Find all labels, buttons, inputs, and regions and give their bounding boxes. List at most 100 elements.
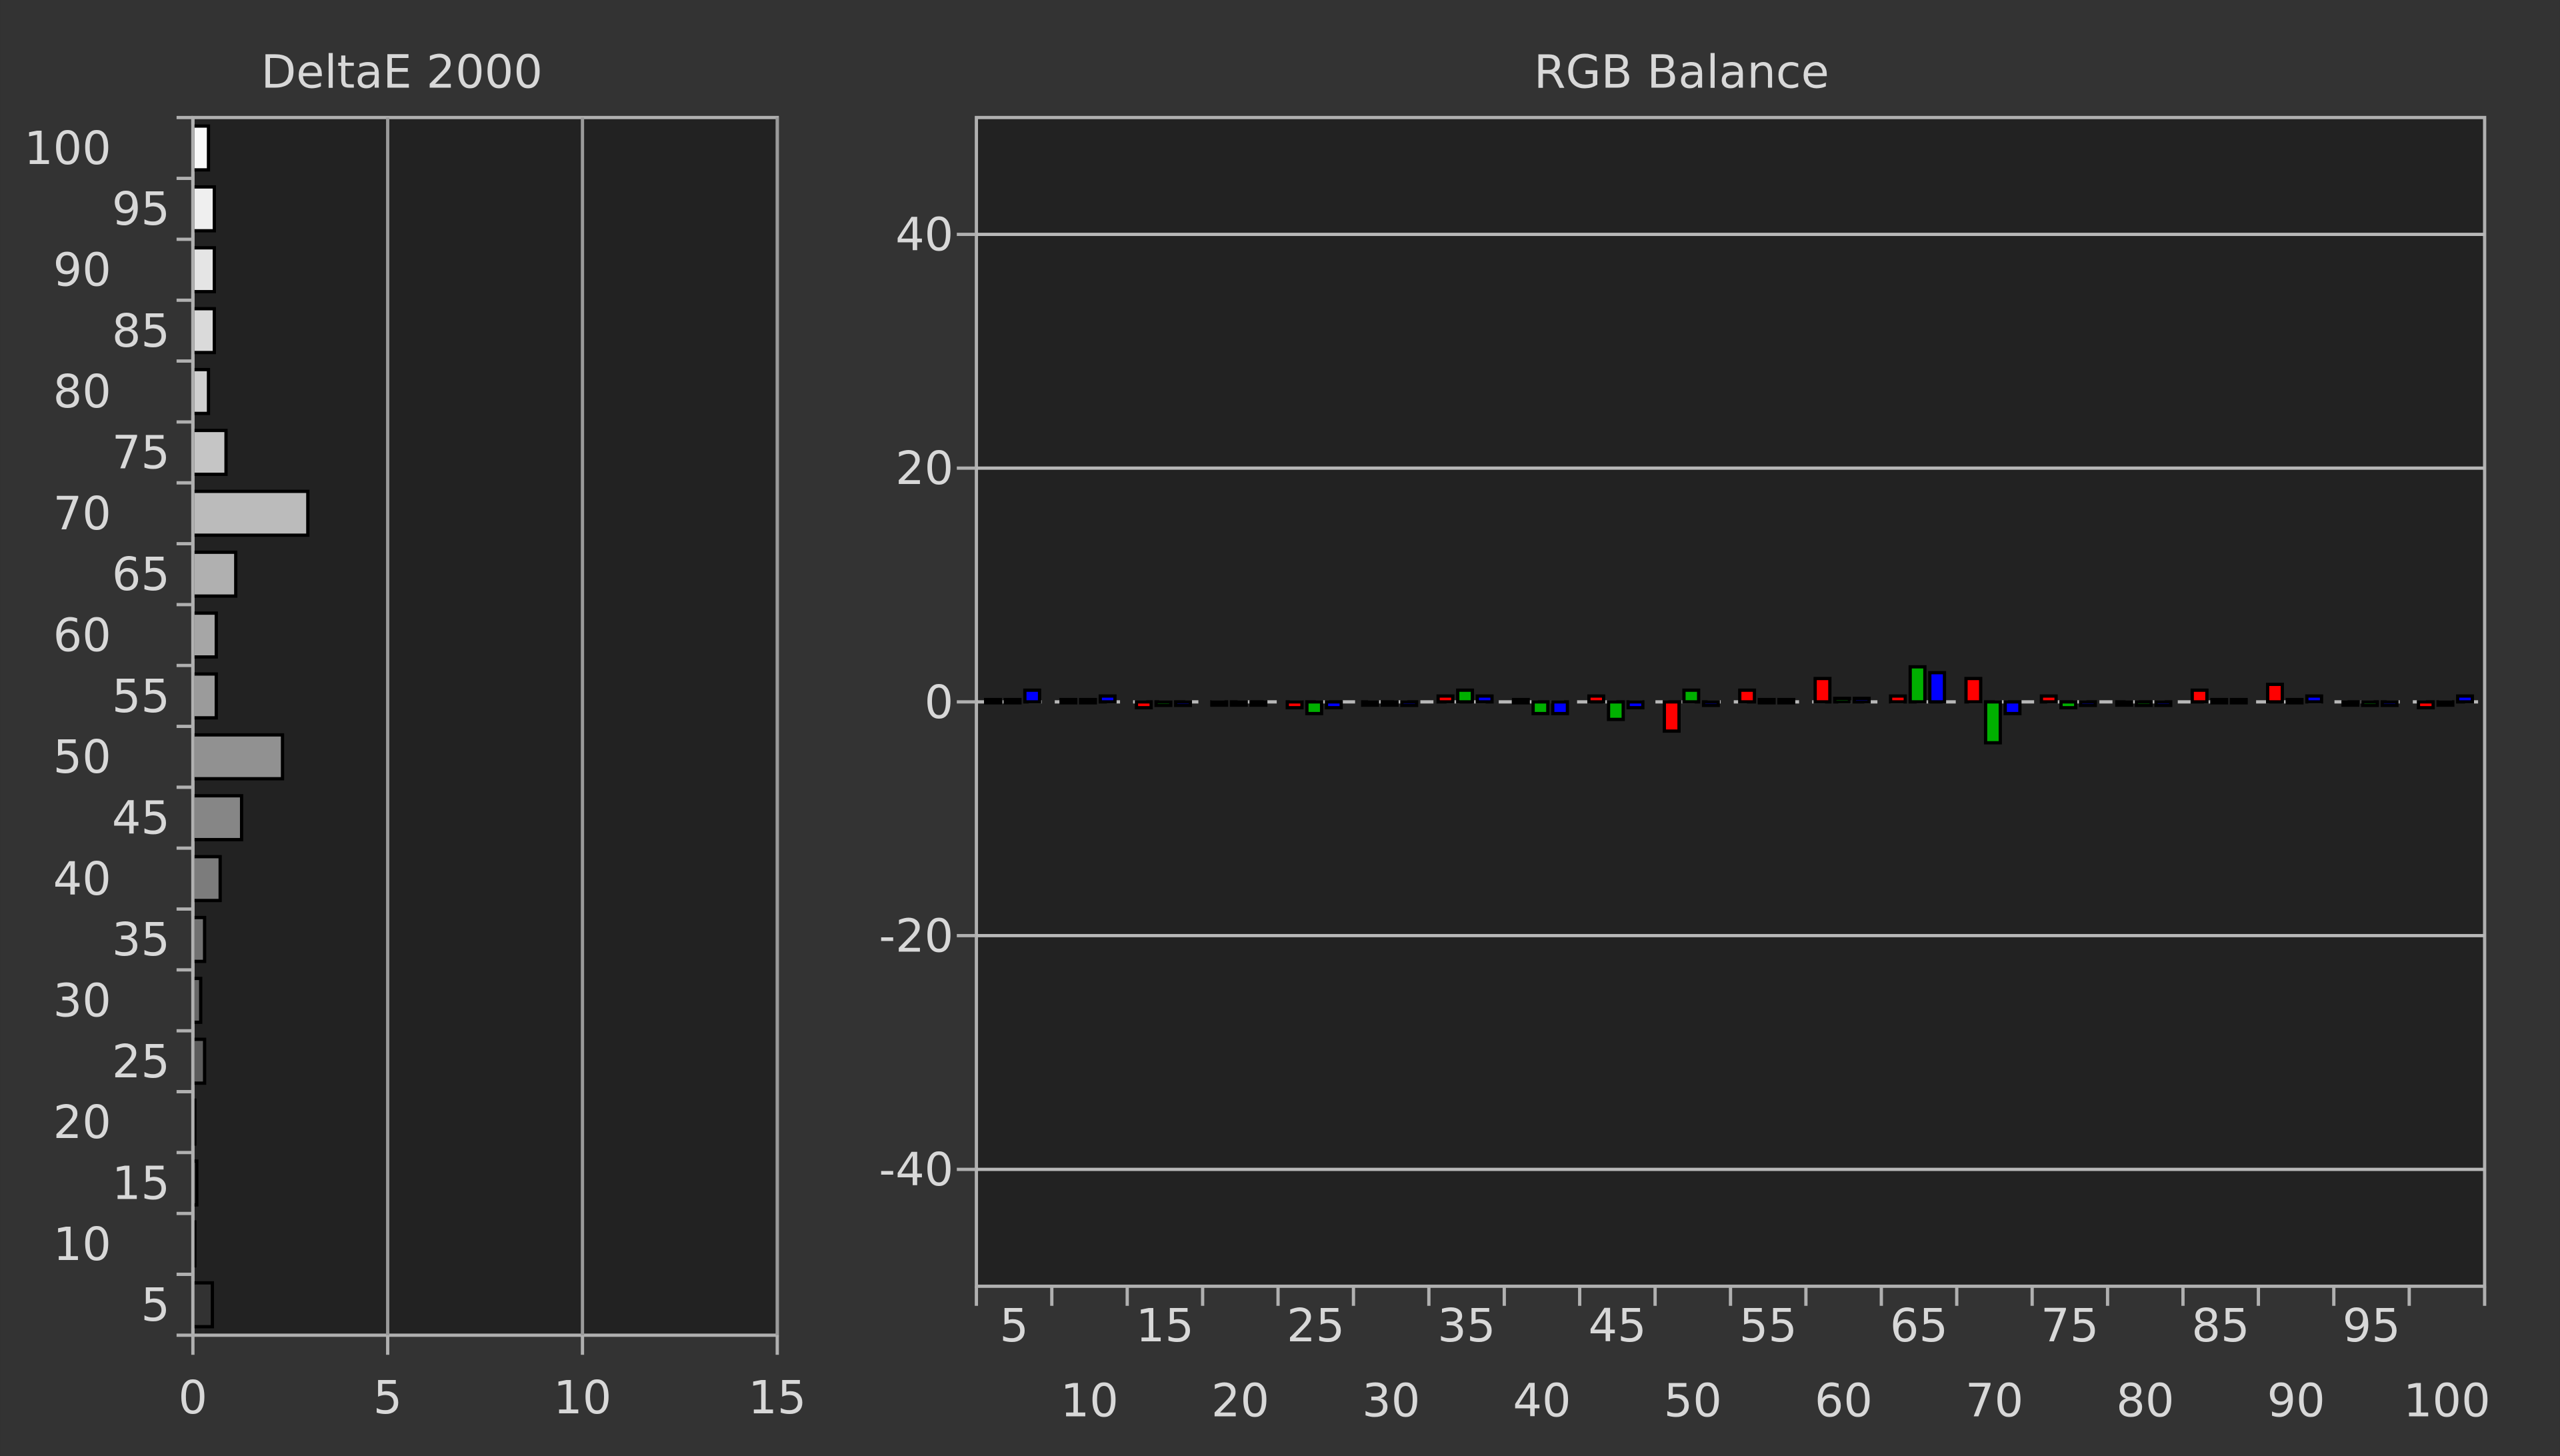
bar bbox=[1135, 700, 1153, 710]
bar bbox=[1777, 697, 1795, 705]
y-tick-label: 40 bbox=[53, 853, 111, 906]
bar bbox=[1305, 700, 1323, 715]
bar bbox=[1249, 700, 1268, 707]
x-tick-label: 55 bbox=[1739, 1299, 1797, 1353]
bar bbox=[191, 124, 211, 172]
bar bbox=[1174, 700, 1193, 707]
x-tick-label: 25 bbox=[1287, 1299, 1345, 1353]
bar bbox=[1079, 697, 1097, 705]
x-tick-label: 45 bbox=[1588, 1299, 1646, 1353]
x-tick-label: 90 bbox=[2267, 1375, 2325, 1428]
bar bbox=[1983, 700, 2002, 745]
y-tick-label: 20 bbox=[895, 442, 953, 495]
x-tick-label: 35 bbox=[1437, 1299, 1495, 1353]
bar bbox=[1889, 694, 1907, 704]
bar bbox=[2039, 694, 2058, 704]
bar bbox=[191, 550, 238, 598]
bar bbox=[1059, 697, 1078, 705]
bar bbox=[191, 367, 211, 415]
bar bbox=[2115, 700, 2133, 707]
x-tick-label: 20 bbox=[1211, 1375, 1269, 1428]
y-tick-label: 40 bbox=[895, 209, 953, 262]
bar bbox=[191, 733, 285, 781]
bar bbox=[1757, 697, 1776, 705]
bar bbox=[1607, 700, 1625, 721]
bar bbox=[1325, 700, 1343, 710]
bar bbox=[1154, 700, 1173, 707]
bar bbox=[191, 429, 228, 476]
bar bbox=[1436, 694, 1455, 704]
plot-area bbox=[191, 115, 779, 1337]
bar bbox=[2380, 700, 2399, 707]
bar bbox=[191, 1037, 207, 1085]
x-tick-label: 40 bbox=[1513, 1375, 1571, 1428]
bar bbox=[1475, 694, 1494, 704]
y-tick-label: 10 bbox=[53, 1218, 111, 1271]
bar bbox=[2417, 700, 2435, 710]
bar bbox=[191, 246, 216, 293]
y-tick-label: 75 bbox=[112, 427, 170, 480]
bar bbox=[1531, 700, 1550, 715]
y-tick-label: 5 bbox=[141, 1279, 170, 1332]
y-tick-label: 45 bbox=[112, 791, 170, 845]
bar bbox=[2285, 697, 2304, 705]
y-tick-label: 20 bbox=[53, 1096, 111, 1149]
bar bbox=[1964, 677, 1983, 704]
bar bbox=[2361, 700, 2379, 707]
x-tick-label: 100 bbox=[2403, 1375, 2491, 1428]
bar bbox=[2229, 697, 2248, 705]
bar bbox=[2305, 694, 2323, 704]
bar bbox=[191, 915, 207, 963]
y-tick-label: 35 bbox=[112, 913, 170, 967]
y-tick-label: -20 bbox=[879, 909, 953, 963]
y-tick-label: 80 bbox=[53, 365, 111, 419]
x-tick-label: 85 bbox=[2191, 1299, 2249, 1353]
bar bbox=[191, 672, 218, 720]
bar bbox=[1928, 671, 1947, 704]
bar bbox=[191, 855, 222, 903]
y-tick-label: 30 bbox=[53, 974, 111, 1027]
bar bbox=[2436, 700, 2455, 707]
bar bbox=[1853, 697, 1871, 704]
bar bbox=[1663, 700, 1681, 733]
y-tick-label: 0 bbox=[925, 676, 954, 729]
bar bbox=[191, 611, 218, 659]
bar bbox=[191, 489, 310, 537]
y-tick-label: 50 bbox=[53, 731, 111, 784]
x-tick-label: 15 bbox=[1136, 1299, 1194, 1353]
bar bbox=[1626, 700, 1645, 710]
bar bbox=[1381, 700, 1399, 707]
x-tick-label: 80 bbox=[2116, 1375, 2174, 1428]
x-tick-label: 10 bbox=[1061, 1375, 1119, 1428]
bar bbox=[2079, 700, 2097, 707]
x-tick-label: 5 bbox=[999, 1299, 1029, 1353]
bar bbox=[2003, 700, 2022, 715]
bar bbox=[2190, 688, 2209, 704]
y-tick-label: 70 bbox=[53, 487, 111, 541]
bar bbox=[1003, 697, 1022, 705]
x-tick-label: 65 bbox=[1890, 1299, 1948, 1353]
bar bbox=[2341, 700, 2360, 707]
bar bbox=[1456, 688, 1475, 704]
bar bbox=[1210, 700, 1229, 707]
y-tick-label: 15 bbox=[112, 1157, 170, 1210]
bar bbox=[2154, 700, 2173, 707]
bar bbox=[2135, 700, 2153, 707]
chart-title: RGB Balance bbox=[1534, 46, 1829, 99]
bar bbox=[191, 794, 243, 841]
x-tick-label: 0 bbox=[179, 1371, 208, 1425]
x-tick-label: 30 bbox=[1362, 1375, 1420, 1428]
bar bbox=[1023, 688, 1041, 704]
bar bbox=[2059, 700, 2077, 710]
bar bbox=[1285, 700, 1304, 710]
y-tick-label: 95 bbox=[112, 183, 170, 236]
chart-title: DeltaE 2000 bbox=[261, 46, 543, 99]
bar bbox=[984, 697, 1002, 705]
x-tick-label: 50 bbox=[1664, 1375, 1722, 1428]
bar bbox=[1701, 700, 1720, 707]
bar bbox=[1361, 700, 1379, 707]
bar bbox=[2210, 697, 2229, 705]
x-tick-label: 15 bbox=[748, 1371, 806, 1425]
